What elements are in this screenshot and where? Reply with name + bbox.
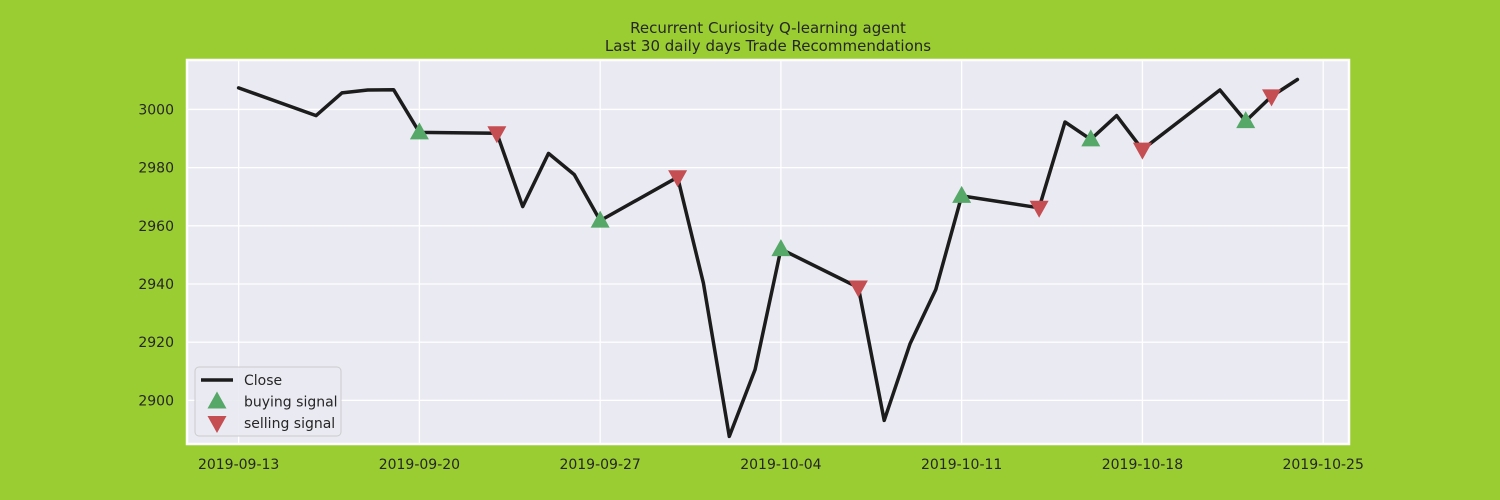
buying-signal-marker — [952, 185, 972, 203]
x-tick-label: 2019-09-27 — [559, 457, 640, 473]
x-tick-label: 2019-09-20 — [379, 457, 460, 473]
x-tick-labels: 2019-09-13 2019-09-20 2019-09-27 2019-10-04… — [198, 457, 1364, 473]
y-tick-label: 2960 — [138, 219, 174, 235]
close-price-point — [547, 152, 550, 155]
close-price-line — [236, 77, 1300, 439]
x-tick-label: 2019-09-13 — [198, 457, 279, 473]
close-price-point — [366, 88, 369, 92]
buying-signal-marker — [590, 210, 610, 228]
chart-subtitle: Last 30 daily days Trade Recommendations — [605, 37, 931, 55]
y-tick-labels: 2900 2920 2940 2960 2980 3000 — [138, 102, 174, 409]
y-tick-label: 2920 — [138, 335, 174, 351]
x-tick-label: 2019-10-25 — [1282, 457, 1363, 473]
close-price-point — [728, 435, 731, 438]
x-tick-label: 2019-10-11 — [921, 457, 1002, 473]
buying-signal-marker — [1236, 111, 1256, 129]
legend-label-buying: buying signal — [244, 395, 338, 411]
close-price-point — [340, 91, 344, 95]
selling-signal-marker — [1262, 89, 1282, 107]
close-price-point — [237, 86, 240, 90]
x-tick-label: 2019-10-04 — [740, 457, 821, 473]
buying-signal-marker — [409, 122, 429, 140]
legend-buying-swatch — [207, 391, 227, 409]
close-price-point — [702, 281, 705, 285]
close-price-point — [521, 205, 524, 208]
legend-label-selling: selling signal — [244, 416, 335, 432]
close-price-point — [908, 342, 912, 346]
buying-signal-marker — [771, 239, 791, 257]
close-price-point — [1063, 120, 1067, 124]
y-tick-label: 3000 — [138, 102, 174, 118]
selling-signal-marker — [1029, 200, 1049, 218]
close-price-point — [392, 88, 395, 91]
selling-signal-marker — [668, 170, 688, 188]
buying-signal-marker — [1081, 129, 1101, 147]
y-tick-label: 2980 — [138, 161, 174, 177]
close-price-point — [314, 114, 318, 117]
close-price-point — [753, 368, 757, 371]
series-layer — [236, 77, 1300, 439]
close-price-point — [1115, 114, 1118, 117]
legend-selling-swatch — [207, 416, 227, 433]
close-price-point — [573, 173, 576, 176]
x-tick-label: 2019-10-18 — [1102, 457, 1183, 473]
legend-box — [194, 366, 342, 437]
legend: Close buying signal selling signal — [194, 366, 342, 437]
y-tick-label: 2940 — [138, 277, 174, 293]
close-price-point — [1218, 88, 1222, 92]
grid — [187, 60, 1349, 444]
close-price-point — [1296, 78, 1299, 81]
selling-signal-marker — [487, 126, 507, 144]
legend-label-close: Close — [244, 373, 282, 389]
close-price-point — [883, 419, 886, 422]
close-price-point — [934, 288, 938, 291]
chart-title: Recurrent Curiosity Q-learning agent — [630, 19, 906, 37]
selling-signal-marker — [1132, 142, 1152, 160]
plot-area — [185, 58, 1351, 446]
y-tick-label: 2900 — [138, 393, 174, 409]
selling-signal-marker — [848, 280, 868, 298]
